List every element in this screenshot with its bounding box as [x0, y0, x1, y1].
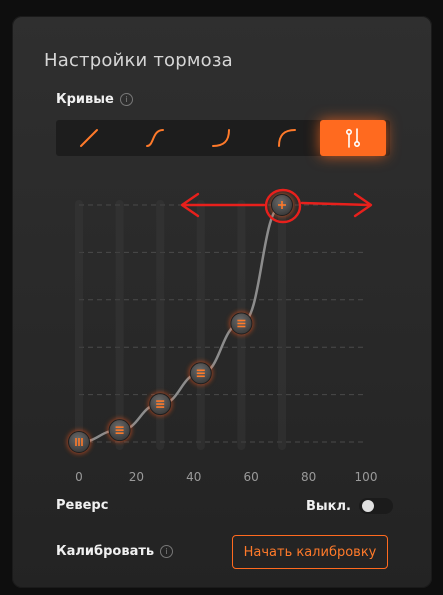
- curve-logarithmic-button[interactable]: [254, 120, 320, 156]
- calibrate-row: Калибровать i: [56, 544, 174, 559]
- curve-custom-button[interactable]: [320, 120, 386, 156]
- slider-track[interactable]: [75, 200, 83, 450]
- linear-curve-icon: [80, 129, 98, 147]
- arrow-right-icon: [353, 192, 373, 218]
- x-tick-label: 80: [301, 470, 316, 484]
- reverse-state-label: Выкл.: [306, 498, 351, 514]
- s-curve-icon: [146, 129, 164, 147]
- curve-linear-button[interactable]: [56, 120, 122, 156]
- curves-label: Кривые: [56, 92, 114, 107]
- x-tick-label: 100: [355, 470, 378, 484]
- reverse-label: Реверс: [56, 498, 109, 513]
- reverse-toggle[interactable]: [358, 498, 393, 514]
- toggle-knob: [361, 500, 374, 512]
- annotation-circle: [264, 188, 302, 224]
- custom-curve-icon: [346, 128, 361, 148]
- curve-point-handle[interactable]: [107, 418, 132, 443]
- curve-selector: [56, 120, 390, 156]
- curve-s-button[interactable]: [122, 120, 188, 156]
- slider-track[interactable]: [156, 200, 165, 450]
- page-title: Настройки тормоза: [44, 50, 233, 71]
- slider-track[interactable]: [196, 200, 205, 450]
- exponential-curve-icon: [212, 129, 230, 147]
- info-icon[interactable]: i: [119, 93, 133, 106]
- curves-label-row: Кривые i: [56, 92, 133, 107]
- x-tick-label: 0: [75, 470, 83, 484]
- slider-track[interactable]: [115, 200, 124, 450]
- logarithmic-curve-icon: [278, 129, 296, 147]
- slider-track[interactable]: [278, 200, 286, 450]
- curve-point-handle[interactable]: [148, 392, 173, 417]
- info-icon[interactable]: i: [160, 545, 174, 558]
- chart-tracks: [75, 200, 286, 450]
- annotation-arrow-right: [300, 201, 372, 207]
- x-tick-label: 40: [186, 470, 201, 484]
- start-calibration-button[interactable]: Начать калибровку: [232, 535, 388, 569]
- arrow-left-icon: [180, 192, 200, 218]
- reverse-toggle-group: Выкл.: [306, 498, 393, 514]
- curve-point-handle[interactable]: [67, 430, 91, 454]
- curve-exponential-button[interactable]: [188, 120, 254, 156]
- x-tick-label: 60: [244, 470, 259, 484]
- curve-point-handle[interactable]: [270, 193, 294, 217]
- chart-grid: [79, 204, 366, 443]
- red-annotation: [180, 188, 373, 224]
- calibrate-label: Калибровать: [56, 544, 155, 559]
- reverse-row: Реверс: [56, 498, 108, 513]
- brake-settings-panel: [12, 16, 432, 588]
- curve-point-handle[interactable]: [188, 361, 213, 386]
- x-tick-label: 20: [129, 470, 144, 484]
- curve-point-handle[interactable]: [229, 311, 254, 336]
